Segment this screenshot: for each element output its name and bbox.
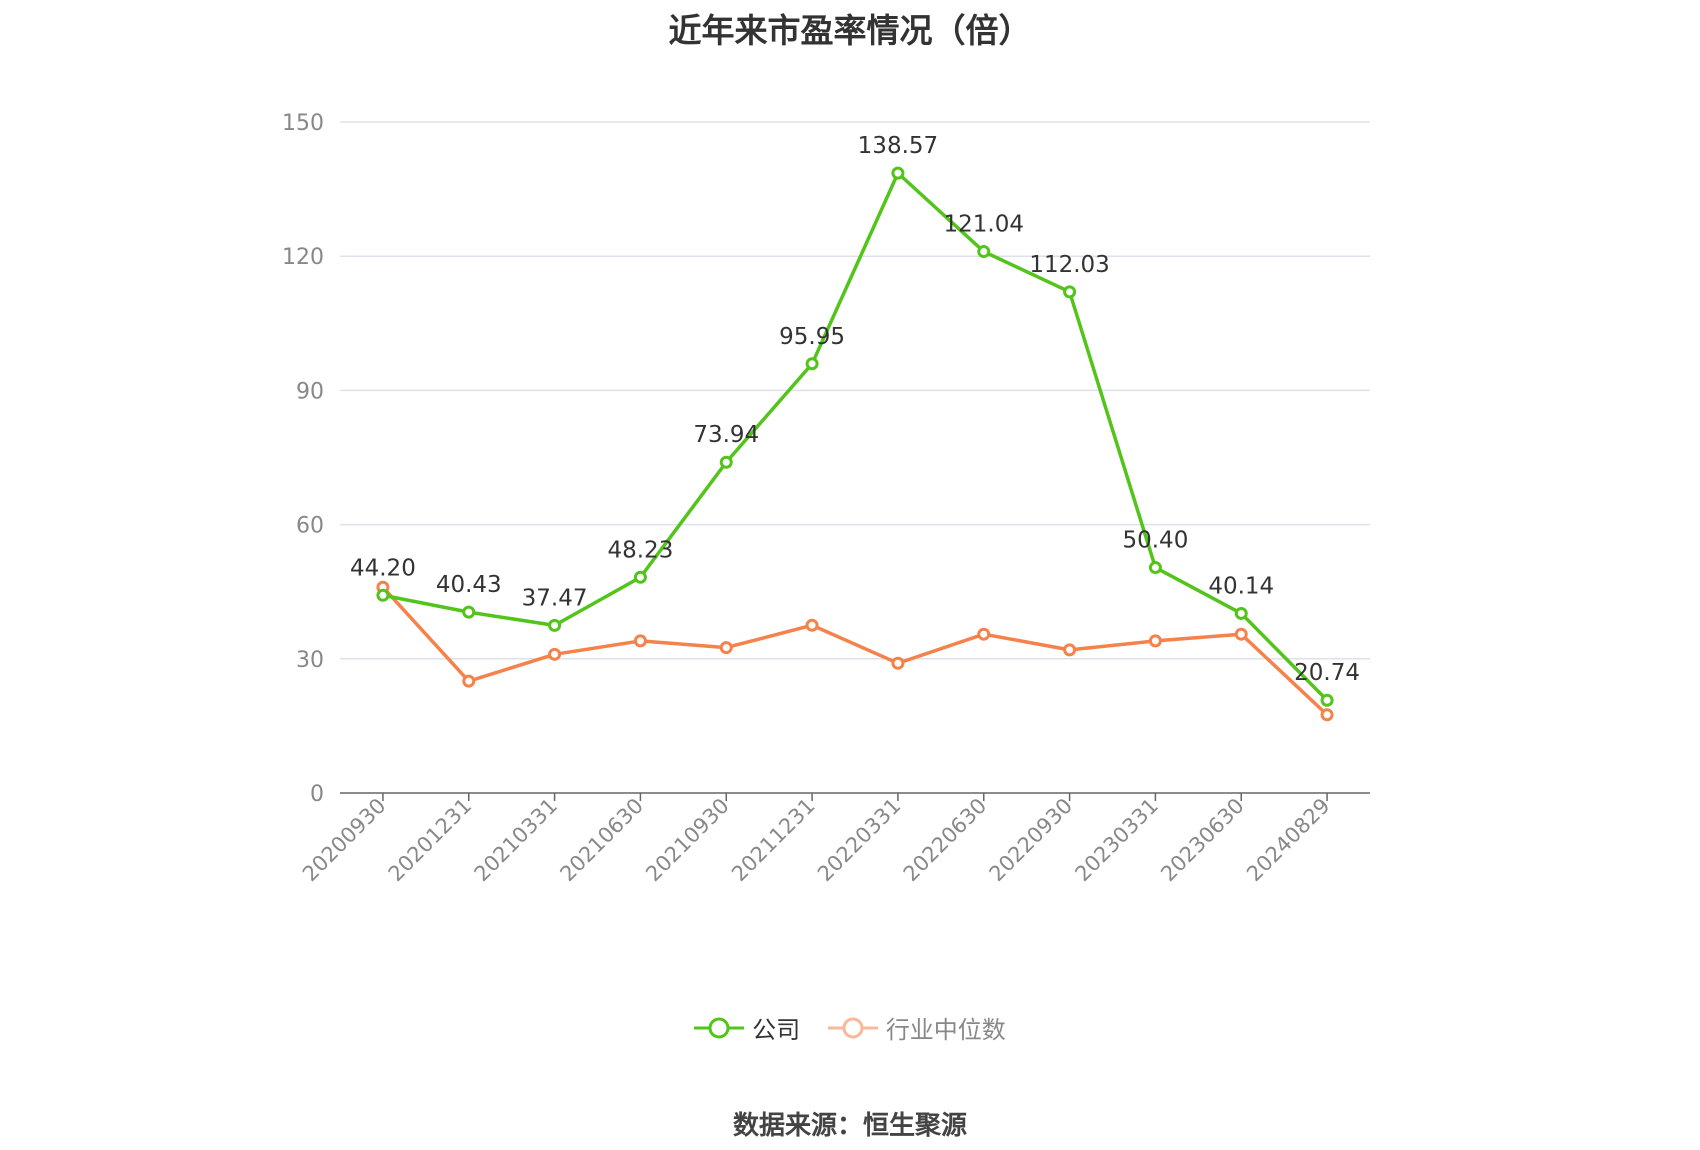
legend-marker-industry-icon — [827, 1017, 878, 1038]
data-point-0 — [1320, 693, 1334, 707]
data-point-1 — [891, 656, 905, 670]
y-tick-label: 60 — [296, 514, 324, 539]
x-tick-label: 20200930 — [298, 794, 391, 887]
legend-item-company[interactable]: 公司 — [694, 1010, 800, 1045]
data-label: 121.04 — [944, 212, 1024, 238]
data-point-1 — [548, 647, 562, 661]
chart-title: 近年来市盈率情况（倍） — [668, 11, 1032, 50]
data-point-0 — [977, 245, 991, 259]
data-point-1 — [462, 674, 476, 688]
series-lines — [376, 166, 1334, 722]
data-point-1 — [1063, 643, 1077, 657]
y-tick-label: 90 — [296, 379, 324, 404]
x-tick-label: 20210930 — [641, 794, 734, 887]
data-point-1 — [1148, 634, 1162, 648]
x-tick-label: 20220630 — [899, 794, 992, 887]
x-tick-label: 20210630 — [555, 794, 648, 887]
data-label: 20.74 — [1294, 660, 1360, 686]
data-label: 48.23 — [607, 537, 673, 563]
x-tick-label: 20230630 — [1156, 794, 1249, 887]
data-point-0 — [1148, 561, 1162, 575]
data-label: 40.14 — [1208, 573, 1274, 599]
grid-lines — [340, 121, 1370, 660]
data-point-1 — [719, 641, 733, 655]
legend: 公司 行业中位数 — [0, 1010, 1700, 1046]
series-line-0 — [382, 171, 1329, 702]
data-label: 73.94 — [693, 422, 759, 448]
data-label: 44.20 — [350, 555, 416, 581]
data-point-0 — [1234, 606, 1248, 620]
data-label: 50.40 — [1122, 528, 1188, 554]
x-tick-label: 20230331 — [1070, 794, 1163, 887]
data-label: 37.47 — [522, 585, 588, 611]
data-point-1 — [1234, 627, 1248, 641]
legend-item-industry[interactable]: 行业中位数 — [827, 1010, 1006, 1045]
x-tick-label: 20220331 — [813, 794, 906, 887]
data-point-0 — [376, 588, 390, 602]
data-point-1 — [633, 634, 647, 648]
series-line-1 — [381, 586, 1329, 716]
data-label: 138.57 — [858, 133, 938, 159]
legend-label-industry: 行业中位数 — [885, 1016, 1006, 1044]
data-labels: 44.20 40.43 37.47 48.23 73.94 95.95 138.57 121.… — [350, 133, 1360, 686]
data-point-0 — [633, 570, 647, 584]
x-tick-label: 20210331 — [470, 794, 563, 887]
data-point-0 — [805, 357, 819, 371]
legend-marker-company-icon — [694, 1017, 745, 1038]
x-tick-label: 20201231 — [384, 794, 477, 887]
y-tick-label: 120 — [282, 245, 324, 270]
data-point-0 — [548, 618, 562, 632]
y-tick-label: 30 — [296, 648, 324, 673]
legend-label-company: 公司 — [752, 1016, 801, 1044]
data-label: 40.43 — [436, 572, 502, 598]
data-label: 112.03 — [1029, 252, 1109, 278]
data-label: 95.95 — [779, 324, 845, 350]
x-tick-label: 20240829 — [1242, 794, 1335, 887]
data-point-0 — [891, 166, 905, 180]
x-tick-label: 20220930 — [985, 794, 1078, 887]
data-point-1 — [1320, 708, 1334, 722]
source-note: 数据来源：恒生聚源 — [732, 1111, 967, 1141]
x-tick-label: 20211231 — [727, 794, 820, 887]
data-point-0 — [719, 455, 733, 469]
data-point-1 — [977, 627, 991, 641]
data-point-1 — [805, 618, 819, 632]
data-point-0 — [1063, 285, 1077, 299]
y-tick-label: 0 — [310, 782, 324, 807]
y-tick-label: 150 — [282, 111, 324, 136]
axes: 0306090120150202009302020123120210331202… — [282, 111, 1370, 886]
data-point-0 — [462, 605, 476, 619]
